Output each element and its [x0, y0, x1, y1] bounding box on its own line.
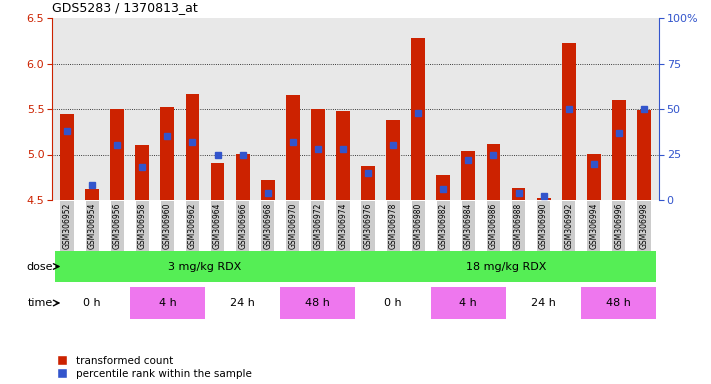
- Bar: [135, 146, 149, 200]
- Bar: [587, 154, 601, 200]
- Bar: [486, 144, 501, 200]
- Text: 24 h: 24 h: [531, 298, 556, 308]
- Text: 0 h: 0 h: [385, 298, 402, 308]
- Bar: [336, 111, 350, 200]
- Bar: [512, 188, 525, 200]
- Bar: [161, 107, 174, 200]
- Text: 4 h: 4 h: [159, 298, 176, 308]
- Bar: [437, 175, 450, 200]
- Bar: [60, 114, 74, 200]
- Bar: [356, 287, 431, 319]
- Bar: [356, 251, 656, 282]
- Bar: [129, 287, 205, 319]
- Bar: [55, 251, 356, 282]
- Text: 18 mg/kg RDX: 18 mg/kg RDX: [466, 262, 546, 271]
- Bar: [236, 154, 250, 200]
- Text: dose: dose: [26, 262, 53, 271]
- Bar: [582, 287, 656, 319]
- Legend: transformed count, percentile rank within the sample: transformed count, percentile rank withi…: [57, 356, 252, 379]
- Bar: [612, 100, 626, 200]
- Text: 4 h: 4 h: [459, 298, 477, 308]
- Bar: [280, 287, 356, 319]
- Bar: [210, 163, 225, 200]
- Bar: [637, 110, 651, 200]
- Bar: [186, 94, 199, 200]
- Text: time: time: [27, 298, 53, 308]
- Bar: [431, 287, 506, 319]
- Bar: [261, 180, 274, 200]
- Bar: [311, 109, 325, 200]
- Bar: [205, 287, 280, 319]
- Bar: [110, 109, 124, 200]
- Text: 48 h: 48 h: [306, 298, 331, 308]
- Text: 0 h: 0 h: [83, 298, 101, 308]
- Bar: [286, 95, 300, 200]
- Bar: [537, 198, 550, 200]
- Bar: [85, 189, 99, 200]
- Text: 48 h: 48 h: [606, 298, 631, 308]
- Bar: [386, 120, 400, 200]
- Bar: [361, 166, 375, 200]
- Bar: [411, 38, 425, 200]
- Text: 3 mg/kg RDX: 3 mg/kg RDX: [169, 262, 242, 271]
- Bar: [55, 287, 129, 319]
- Bar: [461, 151, 475, 200]
- Text: 24 h: 24 h: [230, 298, 255, 308]
- Text: GDS5283 / 1370813_at: GDS5283 / 1370813_at: [52, 1, 198, 13]
- Bar: [506, 287, 582, 319]
- Bar: [562, 43, 576, 200]
